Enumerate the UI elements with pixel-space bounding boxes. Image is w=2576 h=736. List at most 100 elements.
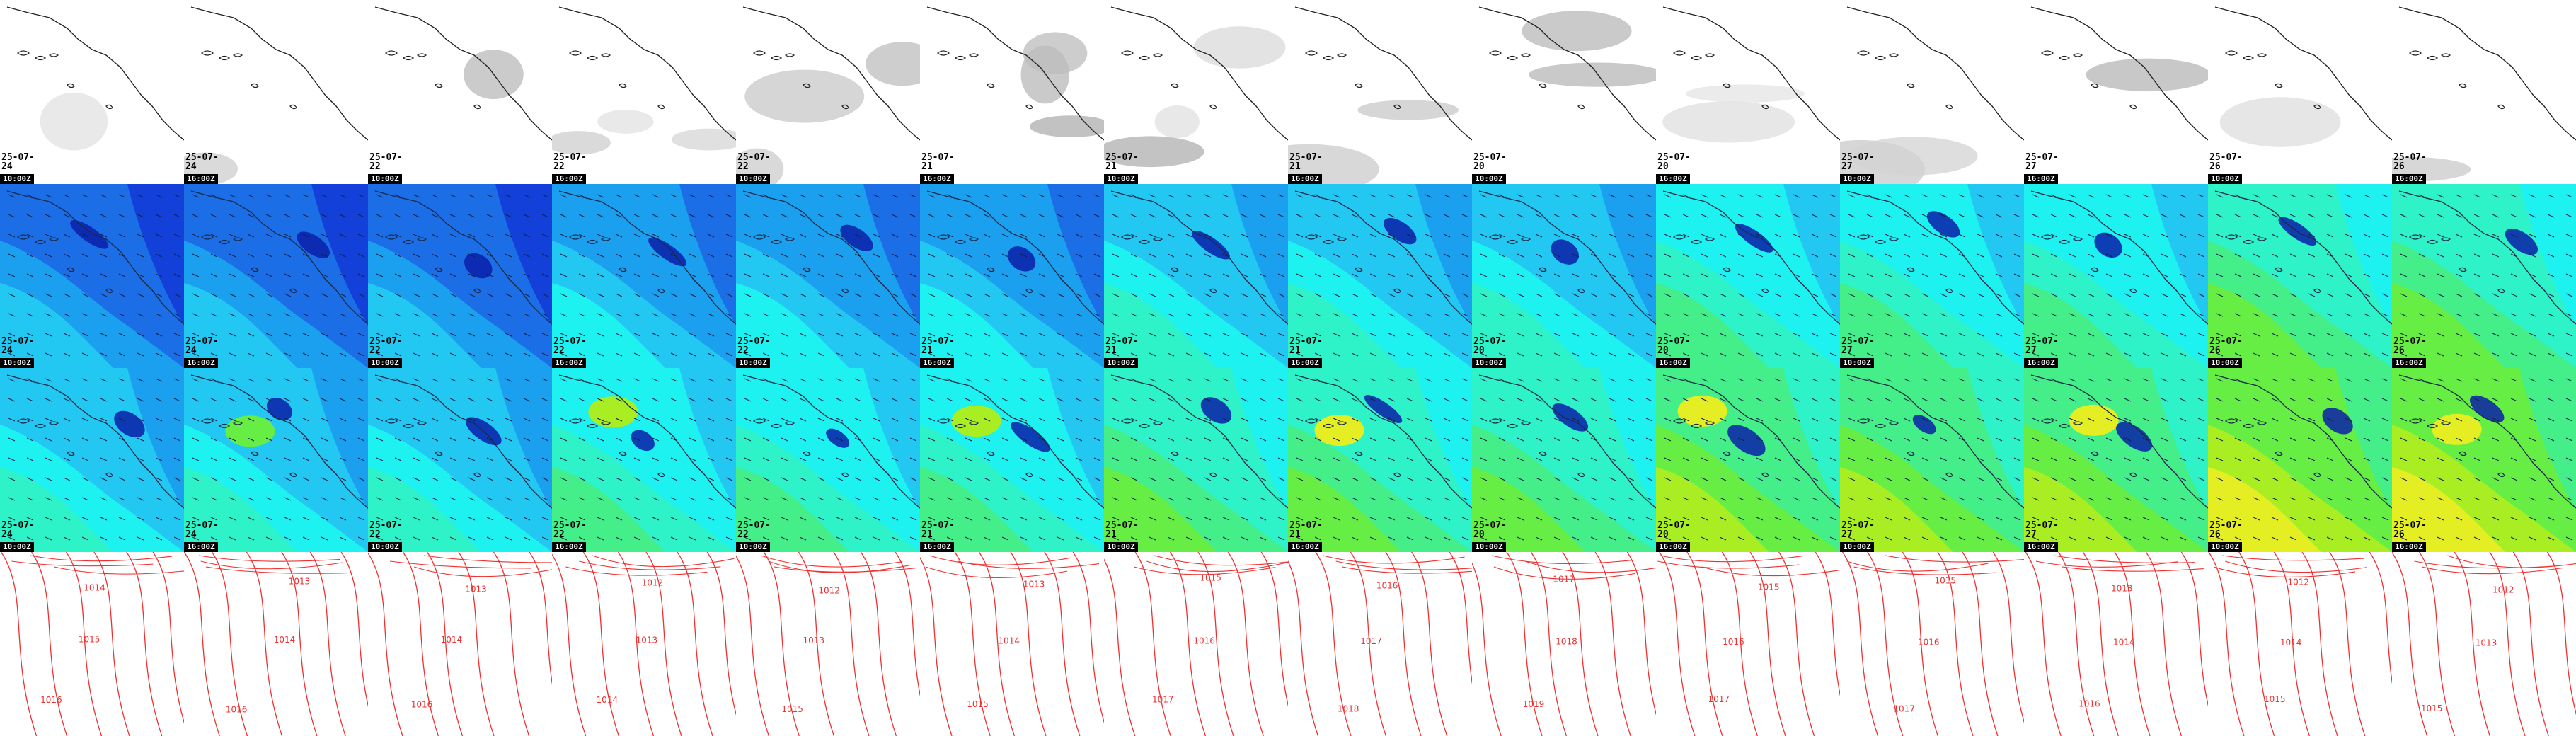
wind-barb <box>597 352 604 357</box>
island-outline <box>416 53 427 57</box>
wind-barb <box>100 214 108 218</box>
wind_low-panel: 25-07-20 16:00Z <box>1656 184 1840 368</box>
wind-barb <box>284 352 292 357</box>
wind-barb <box>1001 418 1009 422</box>
wind-barb <box>836 214 844 218</box>
wind-barb <box>2069 253 2076 258</box>
island-outline <box>1025 288 1033 294</box>
wind-barb <box>1756 437 1764 442</box>
wind-barb <box>909 497 917 501</box>
island-outline <box>218 423 231 429</box>
wind-barb <box>1535 352 1543 357</box>
wind-barb <box>1314 234 1322 238</box>
wind-barb <box>725 398 733 402</box>
wind-barb <box>1995 293 2003 297</box>
wind-barb <box>2087 234 2095 238</box>
wind-barb <box>394 234 402 238</box>
wind-barb <box>505 333 512 337</box>
wind-barb <box>1277 293 1285 297</box>
wind-barb <box>652 273 660 277</box>
wind-barb <box>2105 194 2113 198</box>
wind-barb <box>560 437 568 442</box>
wind-barb <box>229 352 236 357</box>
wind-barb <box>2032 497 2040 501</box>
wind-barb <box>1609 418 1616 422</box>
isobar-label: 1014 <box>84 582 105 592</box>
island-outline <box>1577 288 1585 294</box>
isobar-line <box>1010 552 1047 736</box>
wind-speed-minimum <box>840 224 873 252</box>
wind-barb <box>1517 273 1524 277</box>
wind-barb <box>2289 253 2297 258</box>
wind-barb <box>357 333 365 337</box>
wind-barb <box>1774 234 1782 238</box>
isobar-line <box>2489 552 2526 736</box>
wind-barb <box>1498 517 1506 521</box>
wind-barb <box>2345 333 2352 337</box>
wind-barb <box>854 536 862 541</box>
wind-barb <box>192 517 200 521</box>
wind-barb <box>321 378 328 382</box>
wind-barb <box>2124 214 2132 218</box>
wind-barb <box>1517 333 1524 337</box>
timestamp-label: 25-07-27 10:00Z <box>1840 152 1882 184</box>
wind-barb <box>597 234 604 238</box>
wind-barb <box>321 497 328 501</box>
wind-barb <box>1204 418 1212 422</box>
timestamp-date: 25-07-21 <box>1289 520 1323 540</box>
wind-barb <box>670 398 678 402</box>
timestamp-time: 16:00Z <box>1656 542 1690 552</box>
wind-barb <box>2105 333 2113 337</box>
wind-barb <box>1756 333 1764 337</box>
wind-barb <box>1848 293 1856 297</box>
wind-barb <box>744 536 752 541</box>
wind-barb <box>873 333 880 337</box>
island-outline <box>1025 104 1033 110</box>
cloud-panel: 25-07-21 16:00Z <box>1288 0 1472 184</box>
wind-barb <box>1241 398 1248 402</box>
wind-barb <box>486 517 494 521</box>
cloud-panel: 25-07-22 16:00Z <box>552 0 736 184</box>
wind-barb <box>1553 378 1561 382</box>
wind-barb <box>873 398 880 402</box>
wind-barb <box>26 273 34 277</box>
wind-barb <box>781 313 788 317</box>
timestamp-date: 25-07-26 <box>2209 152 2243 172</box>
wind-barb <box>983 497 991 501</box>
wind-barb <box>744 418 752 422</box>
wind-barb <box>1921 293 1929 297</box>
wind-barb <box>1866 214 1874 218</box>
wind-barb <box>1756 253 1764 258</box>
wind-barb <box>45 517 52 521</box>
wind-barb <box>597 497 604 501</box>
wind-barb <box>81 273 89 277</box>
island-outline <box>1704 53 1715 57</box>
island-outline <box>1322 239 1335 245</box>
wind-barb <box>2087 477 2095 481</box>
wind-barb <box>2326 333 2334 337</box>
wind-barb <box>1498 536 1506 541</box>
wind-barb <box>2216 293 2224 297</box>
wind-barb <box>707 398 715 402</box>
wind-barb <box>1940 214 1948 218</box>
island-outline <box>657 472 665 478</box>
wind-barb <box>1259 437 1267 442</box>
wind-barb <box>2216 517 2224 521</box>
wind-barb <box>817 517 825 521</box>
wind-barb <box>2105 418 2113 422</box>
island-outline <box>16 234 30 240</box>
wind-barb <box>1627 194 1635 198</box>
wind-barb <box>2492 517 2500 521</box>
wind-barb <box>2050 273 2058 277</box>
wind-barb <box>284 378 292 382</box>
wind-barb <box>2253 457 2260 461</box>
wind-barb <box>1885 273 1892 277</box>
isobar-line <box>1902 552 1938 736</box>
wind-barb <box>431 398 439 402</box>
wind-barb <box>689 398 696 402</box>
wind-barb <box>652 313 660 317</box>
island-outline <box>600 237 611 241</box>
wind-barb <box>413 457 420 461</box>
wind-barb <box>1259 333 1267 337</box>
wind-barb <box>1185 333 1193 337</box>
